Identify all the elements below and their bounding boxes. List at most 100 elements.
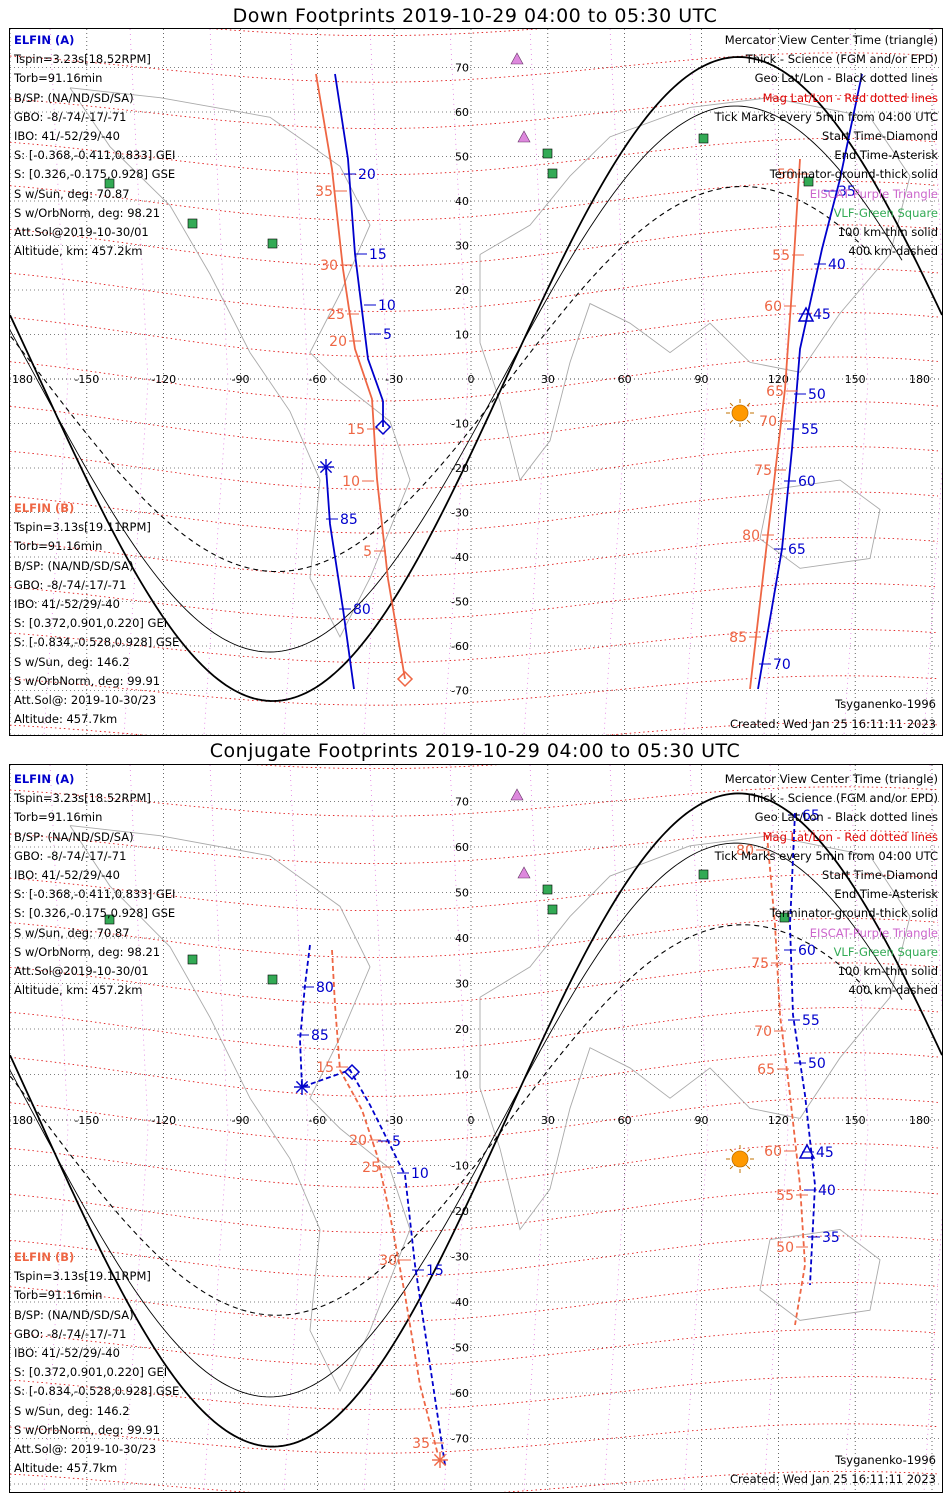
elfin-a-label: ELFIN (A): [14, 33, 75, 47]
lon-tick-label: -150: [74, 1114, 99, 1127]
elfin-b-track: [331, 949, 439, 1456]
created-label: Created: Wed Jan 25 16:11:11 2023: [729, 1472, 936, 1486]
mag-meridian: [203, 765, 229, 1492]
track-tick-label: 55: [776, 1188, 794, 1204]
panel-title-down: Down Footprints 2019-10-29 04:00 to 05:3…: [232, 5, 718, 27]
track-tick-label: 25: [327, 307, 345, 323]
lat-tick-label: 50: [455, 151, 469, 164]
lat-tick-label: -70: [451, 685, 469, 698]
track-tick-label: 55: [772, 248, 790, 264]
track-tick-label: 40: [828, 257, 846, 273]
info-line: Att.Sol@: 2019-10-30/23: [14, 692, 157, 707]
info-line: GBO: -8/-74/-17/-71: [14, 577, 127, 592]
lon-tick-label: 30: [541, 373, 555, 386]
terminator-line: [10, 792, 942, 1448]
track-tick-label: 45: [813, 307, 831, 323]
center-time-triangle: [798, 1143, 816, 1159]
elfin-a-track: [334, 73, 384, 402]
elfin-a-track: [789, 812, 816, 1286]
lat-tick-label: 70: [455, 62, 469, 75]
lon-tick-label: -150: [74, 373, 99, 386]
track-tick-label: 10: [342, 474, 360, 490]
lon-tick-label: 0: [468, 373, 475, 386]
vlf-station-square: [104, 914, 115, 925]
info-line: Att.Sol@2019-10-30/01: [14, 224, 149, 239]
track-tick-label: 10: [378, 298, 396, 314]
legend-line: EISCAT-Purple Triangle: [809, 925, 938, 940]
terminator-line: [10, 56, 942, 702]
mag-meridian: [283, 29, 309, 735]
info-line: IBO: 41/-52/29/-40: [14, 128, 120, 143]
legend-line: Tick Marks every 5min from 04:00 UTC: [714, 848, 938, 863]
terminator-400km-line: [10, 924, 873, 1316]
info-line: IBO: 41/-52/29/-40: [14, 596, 120, 611]
info-line: Altitude: 457.7km: [14, 1461, 118, 1476]
vlf-station-square: [779, 912, 790, 923]
track-tick-label: 5: [363, 544, 372, 560]
mag-parallel: [10, 721, 939, 735]
legend-line: 100 km-thin solid: [837, 963, 938, 978]
track-tick-label: 35: [412, 1436, 430, 1452]
lon-tick-label: 180: [12, 1114, 33, 1127]
end-asterisk: [295, 1080, 309, 1094]
info-line: GBO: -8/-74/-17/-71: [14, 109, 127, 124]
eiscat-triangle: [517, 866, 531, 879]
lat-tick-label: 20: [455, 1023, 469, 1036]
sun-icon: [731, 404, 749, 422]
lat-tick-label: -60: [451, 1387, 469, 1400]
info-line: Torb=91.16min: [14, 71, 103, 86]
map-canvas-conjugate: 180 -150 -120 -90 -60 -30 0 30 60 90 120 150 180 70 60…: [10, 765, 942, 1492]
lat-tick-label: 40: [455, 195, 469, 208]
track-tick-label: 35: [838, 184, 856, 200]
info-line: Tspin=3.23s[18.52RPM]: [14, 791, 151, 806]
track-tick-label: 15: [347, 422, 365, 438]
lat-tick-label: 30: [455, 978, 469, 991]
panel-title-conjugate: Conjugate Footprints 2019-10-29 04:00 to…: [209, 740, 741, 762]
info-line: S w/Sun, deg: 146.2: [14, 654, 130, 669]
mag-meridian: [443, 29, 469, 735]
info-line: S w/OrbNorm, deg: 98.21: [14, 944, 161, 959]
info-line: S: [-0.368,-0.411,0.833] GEI: [14, 887, 176, 902]
eiscat-triangle: [510, 52, 524, 65]
lat-tick-label: -40: [451, 1296, 469, 1309]
lon-tick-label: 60: [618, 1114, 632, 1127]
lat-tick-label: -10: [451, 1160, 469, 1173]
info-line: S w/Sun, deg: 70.87: [14, 186, 130, 201]
vlf-station-square: [547, 904, 558, 915]
lon-tick-label: 120: [768, 373, 789, 386]
track-tick-label: 70: [754, 1024, 772, 1040]
elfin-b-info-conjugate: ELFIN (B) Tspin=3.13s[19.11RPM] Torb=91.…: [14, 1248, 179, 1478]
info-line: S: [-0.834,-0.528,0.928] GSE: [14, 1384, 180, 1399]
track-tick-label: 15: [369, 247, 387, 263]
info-line: Torb=91.16min: [14, 810, 103, 825]
track-tick-label: 85: [311, 1028, 329, 1044]
map-canvas-down: 180 -150 -120 -90 -60 -30 0 30 60 90 120 150 180 70 60…: [10, 29, 942, 735]
info-line: Torb=91.16min: [14, 539, 103, 554]
legend-line: Terminator-ground-thick solid: [769, 906, 938, 921]
vlf-station-square: [698, 133, 709, 144]
info-line: S w/OrbNorm, deg: 99.91: [14, 673, 161, 688]
legend-line: Geo Lat/Lon - Black dotted lines: [754, 71, 938, 86]
legend-line: EISCAT-Purple Triangle: [809, 186, 938, 201]
track-tick-label: 20: [358, 167, 376, 183]
track-tick-label: 35: [822, 1230, 840, 1246]
center-time-triangle: [797, 306, 815, 322]
sun-icon: [731, 1150, 749, 1168]
terminator-100km-line: [10, 105, 903, 653]
track-tick-label: 10: [411, 1166, 429, 1182]
info-line: S w/OrbNorm, deg: 99.91: [14, 1422, 161, 1437]
lat-tick-label: 30: [455, 240, 469, 253]
lon-tick-label: 90: [695, 373, 709, 386]
info-line: Tspin=3.13s[19.11RPM]: [14, 1269, 151, 1284]
start-diamond: [396, 670, 414, 688]
lat-tick-label: 60: [455, 106, 469, 119]
vlf-station-square: [542, 884, 553, 895]
vlf-station-square: [547, 168, 558, 179]
track-tick-label: 5: [383, 327, 392, 343]
legend-line: Tick Marks every 5min from 04:00 UTC: [714, 109, 938, 124]
start-diamond: [343, 1063, 361, 1081]
mag-parallel: [10, 1470, 939, 1492]
map-panel-conjugate: 180 -150 -120 -90 -60 -30 0 30 60 90 120 150 180 70 60…: [9, 764, 943, 1493]
track-tick-label: 20: [329, 334, 347, 350]
track-tick-label: 50: [777, 167, 795, 183]
